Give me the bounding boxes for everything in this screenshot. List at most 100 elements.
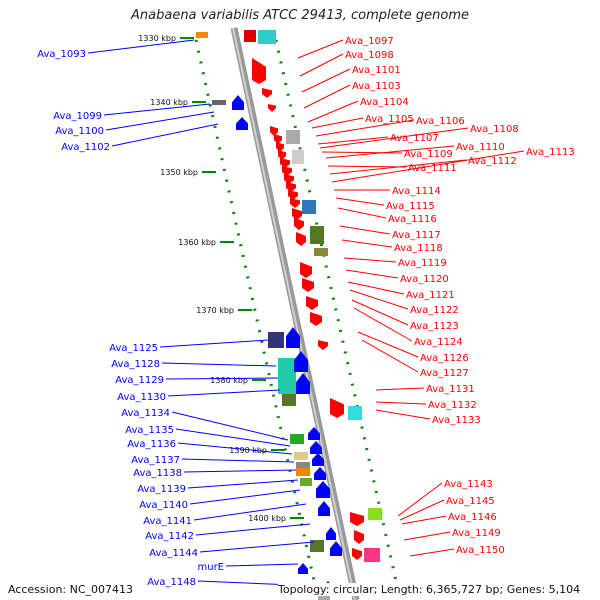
forward-gene-label[interactable]: Ava_1127: [420, 368, 469, 379]
reverse-gene-label[interactable]: Ava_1148: [147, 577, 196, 588]
forward-gene-label[interactable]: Ava_1116: [388, 214, 437, 225]
reverse-gene-label[interactable]: Ava_1138: [133, 468, 182, 479]
forward-gene-label[interactable]: Ava_1120: [400, 274, 449, 285]
forward-gene-label[interactable]: Ava_1101: [352, 65, 401, 76]
forward-gene-arrow: [352, 548, 362, 560]
reverse-gene-label[interactable]: Ava_1125: [109, 343, 158, 354]
forward-gene-label[interactable]: Ava_1098: [345, 50, 394, 61]
forward-gene-leader: [335, 197, 385, 206]
reverse-gene-leader: [171, 411, 289, 441]
reverse-gene-label[interactable]: Ava_1102: [61, 142, 110, 153]
reverse-gene-leader: [159, 339, 269, 348]
forward-gene-label[interactable]: Ava_1131: [426, 384, 475, 395]
forward-gene-leader: [361, 339, 419, 373]
reverse-gene-arrow: [330, 541, 342, 556]
scale-tick-label: 1400 kbp: [248, 514, 286, 523]
gene-box: [268, 332, 284, 348]
forward-gene-label[interactable]: Ava_1145: [446, 496, 495, 507]
forward-gene-label[interactable]: Ava_1107: [390, 133, 439, 144]
forward-gene-leader: [319, 127, 469, 149]
forward-gene-label[interactable]: Ava_1109: [404, 149, 453, 160]
forward-gene-leader: [341, 239, 393, 248]
forward-gene-leader: [337, 207, 387, 219]
forward-gene-label[interactable]: Ava_1114: [392, 186, 441, 197]
forward-gene-arrow: [282, 166, 292, 176]
forward-gene-label[interactable]: Ava_1126: [420, 353, 469, 364]
gene-box: [310, 226, 324, 244]
gene-box: [300, 478, 312, 486]
gene-box: [212, 100, 226, 105]
forward-gene-label[interactable]: Ava_1146: [448, 512, 497, 523]
forward-gene-label[interactable]: Ava_1117: [392, 230, 441, 241]
forward-gene-label[interactable]: Ava_1150: [456, 545, 505, 556]
reverse-gene-label[interactable]: Ava_1137: [131, 455, 180, 466]
gene-box: [286, 130, 300, 144]
forward-gene-label[interactable]: Ava_1118: [394, 243, 443, 254]
forward-gene-label[interactable]: Ava_1123: [410, 321, 459, 332]
reverse-gene-label[interactable]: Ava_1144: [149, 548, 198, 559]
reverse-gene-label[interactable]: Ava_1140: [139, 500, 188, 511]
reverse-gene-label[interactable]: Ava_1129: [115, 375, 164, 386]
forward-gene-label[interactable]: Ava_1112: [468, 156, 517, 167]
gene-box: [348, 406, 362, 420]
reverse-gene-arrow: [326, 527, 336, 540]
reverse-gene-arrow: [318, 501, 330, 516]
reverse-gene-label[interactable]: Ava_1139: [137, 484, 186, 495]
forward-gene-label[interactable]: Ava_1121: [406, 290, 455, 301]
forward-gene-label[interactable]: Ava_1149: [452, 528, 501, 539]
scale-tick-label: 1330 kbp: [138, 34, 176, 43]
reverse-gene-label[interactable]: Ava_1136: [127, 439, 176, 450]
reverse-gene-leader: [167, 389, 281, 397]
gene-box: [278, 358, 296, 394]
scale-tick-label: 1360 kbp: [178, 238, 216, 247]
reverse-gene-label[interactable]: murE: [197, 562, 224, 573]
reverse-gene-leader: [165, 377, 279, 380]
forward-gene-arrow: [318, 340, 328, 350]
reverse-gene-leader: [183, 469, 297, 473]
forward-gene-label[interactable]: Ava_1104: [360, 97, 409, 108]
reverse-gene-arrow: [316, 481, 330, 498]
reverse-gene-label[interactable]: Ava_1142: [145, 531, 194, 542]
forward-gene-label[interactable]: Ava_1132: [428, 400, 477, 411]
forward-gene-arrow: [270, 126, 278, 136]
forward-gene-label[interactable]: Ava_1115: [386, 201, 435, 212]
forward-gene-label[interactable]: Ava_1097: [345, 36, 394, 47]
genome-summary: Topology: circular; Length: 6,365,727 bp…: [278, 583, 581, 596]
forward-gene-leader: [317, 136, 389, 145]
gene-box: [296, 462, 310, 468]
forward-gene-label[interactable]: Ava_1110: [456, 142, 505, 153]
reverse-gene-label[interactable]: Ava_1135: [125, 425, 174, 436]
reverse-gene-label[interactable]: Ava_1134: [121, 408, 170, 419]
backbone-axis-highlight: [232, 27, 356, 600]
forward-gene-arrow: [288, 190, 298, 200]
scale-tick-label: 1340 kbp: [150, 98, 188, 107]
reverse-gene-label[interactable]: Ava_1141: [143, 516, 192, 527]
reverse-gene-leader: [175, 428, 291, 447]
reverse-gene-leader: [187, 479, 299, 489]
forward-gene-label[interactable]: Ava_1122: [410, 305, 459, 316]
forward-gene-label[interactable]: Ava_1108: [470, 124, 519, 135]
forward-gene-label[interactable]: Ava_1111: [408, 163, 457, 174]
forward-gene-label[interactable]: Ava_1133: [432, 415, 481, 426]
reverse-gene-label[interactable]: Ava_1093: [37, 49, 86, 60]
reverse-gene-label[interactable]: Ava_1130: [117, 392, 166, 403]
reverse-gene-leader: [87, 39, 195, 54]
reverse-gene-leader: [199, 541, 315, 553]
forward-gene-label[interactable]: Ava_1103: [352, 81, 401, 92]
reverse-gene-label[interactable]: Ava_1099: [53, 111, 102, 122]
forward-gene-label[interactable]: Ava_1119: [398, 258, 447, 269]
forward-gene-label[interactable]: Ava_1124: [414, 337, 463, 348]
reverse-gene-label[interactable]: Ava_1128: [111, 359, 160, 370]
forward-gene-arrow: [294, 218, 304, 230]
forward-gene-label[interactable]: Ava_1143: [444, 479, 493, 490]
forward-gene-label[interactable]: Ava_1106: [416, 116, 465, 127]
reverse-gene-label[interactable]: Ava_1100: [55, 126, 104, 137]
forward-gene-leader: [375, 409, 431, 420]
forward-gene-label[interactable]: Ava_1113: [526, 147, 575, 158]
reverse-gene-arrow: [296, 373, 310, 394]
reverse-gene-arrow: [312, 453, 324, 466]
forward-gene-arrow: [252, 58, 266, 84]
reverse-gene-arrow: [236, 117, 248, 130]
forward-gene-label[interactable]: Ava_1105: [365, 114, 414, 125]
reverse-gene-leader: [193, 503, 307, 521]
